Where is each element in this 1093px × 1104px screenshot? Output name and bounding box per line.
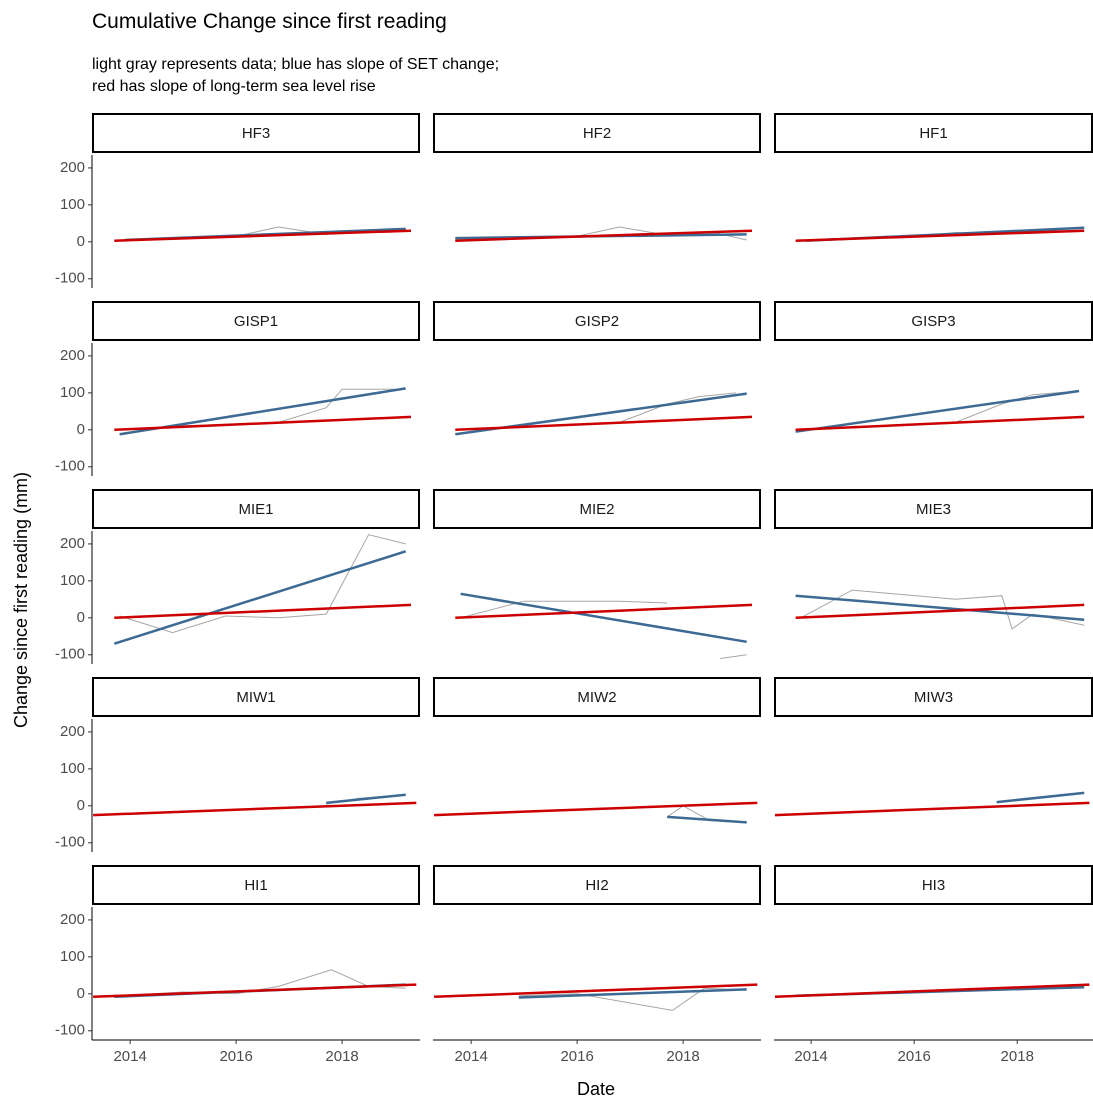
series-line	[455, 415, 753, 432]
chart-subtitle: light gray represents data; blue has slo…	[92, 56, 500, 95]
series-line	[455, 603, 753, 620]
y-tick-label: 100	[60, 384, 85, 401]
x-tick-label: 2016	[897, 1048, 930, 1065]
panel-title: HI2	[585, 877, 608, 894]
x-tick-label: 2014	[113, 1048, 146, 1065]
strip	[92, 489, 420, 529]
series-line	[996, 791, 1085, 804]
series-line	[326, 793, 406, 805]
y-axis-label: Change since first reading (mm)	[11, 472, 31, 728]
panel-title: MIE2	[579, 501, 614, 518]
x-tick-label: 2014	[794, 1048, 827, 1065]
x-tick-label: 2018	[666, 1048, 699, 1065]
x-axis-label: Date	[577, 1079, 615, 1099]
y-tick-label: -100	[55, 270, 85, 287]
x-tick-label: 2014	[454, 1048, 487, 1065]
series-line	[119, 534, 406, 634]
series-line	[800, 589, 1085, 630]
panel-title: GISP1	[234, 313, 278, 330]
series-line	[518, 987, 747, 1011]
strip	[92, 677, 420, 717]
y-tick-label: 200	[60, 159, 85, 176]
strip	[774, 113, 1093, 153]
strip	[433, 677, 761, 717]
chart-title: Cumulative Change since first reading	[92, 10, 447, 33]
series-line	[434, 801, 758, 817]
series-line	[518, 988, 747, 999]
series-line	[774, 983, 1090, 999]
series-line	[114, 415, 412, 432]
panel-title: MIE1	[238, 501, 273, 518]
series-line	[795, 415, 1085, 432]
y-tick-label: 200	[60, 347, 85, 364]
series-line	[795, 389, 1080, 433]
x-tick-label: 2016	[560, 1048, 593, 1065]
panel-title: HF3	[242, 125, 270, 142]
panel-title: GISP2	[575, 313, 619, 330]
strip	[433, 489, 761, 529]
strip	[92, 301, 420, 341]
series-line	[460, 592, 747, 644]
panel-title: GISP3	[911, 313, 955, 330]
strip	[774, 677, 1093, 717]
y-tick-label: 100	[60, 572, 85, 589]
panel-title: HF2	[583, 125, 611, 142]
strip	[433, 301, 761, 341]
y-tick-label: 0	[77, 797, 85, 814]
y-tick-label: 200	[60, 911, 85, 928]
series-line	[795, 603, 1085, 620]
series-line	[93, 983, 417, 999]
y-tick-label: 0	[77, 609, 85, 626]
series-line	[93, 801, 417, 817]
series-line	[460, 600, 747, 659]
strip	[774, 489, 1093, 529]
series-line	[774, 801, 1090, 817]
series-line	[455, 229, 753, 242]
y-tick-label: 0	[77, 233, 85, 250]
series-line	[795, 229, 1085, 242]
y-tick-label: -100	[55, 1022, 85, 1039]
y-tick-label: 0	[77, 985, 85, 1002]
strip	[774, 865, 1093, 905]
strip	[433, 865, 761, 905]
strip	[774, 301, 1093, 341]
x-tick-label: 2016	[219, 1048, 252, 1065]
panel-title: HI1	[244, 877, 267, 894]
panel-title: MIW3	[914, 689, 953, 706]
series-line	[795, 594, 1085, 621]
panel-title: HI3	[922, 877, 945, 894]
series-line	[114, 603, 412, 620]
series-line	[434, 983, 758, 999]
panel-title: MIE3	[916, 501, 951, 518]
panel-title: MIW1	[236, 689, 275, 706]
y-tick-label: 100	[60, 196, 85, 213]
x-tick-label: 2018	[325, 1048, 358, 1065]
y-tick-label: 0	[77, 421, 85, 438]
y-tick-label: -100	[55, 458, 85, 475]
y-tick-label: 100	[60, 760, 85, 777]
y-tick-label: -100	[55, 646, 85, 663]
strip	[92, 865, 420, 905]
strip	[92, 113, 420, 153]
panel-title: HF1	[919, 125, 947, 142]
y-tick-label: 100	[60, 948, 85, 965]
series-line	[113, 550, 407, 645]
x-tick-label: 2018	[1001, 1048, 1034, 1065]
panel-title: MIW2	[577, 689, 616, 706]
series-line	[114, 229, 412, 242]
y-tick-label: 200	[60, 723, 85, 740]
series-line	[667, 815, 747, 824]
strip	[433, 113, 761, 153]
y-tick-label: 200	[60, 535, 85, 552]
y-tick-label: -100	[55, 834, 85, 851]
